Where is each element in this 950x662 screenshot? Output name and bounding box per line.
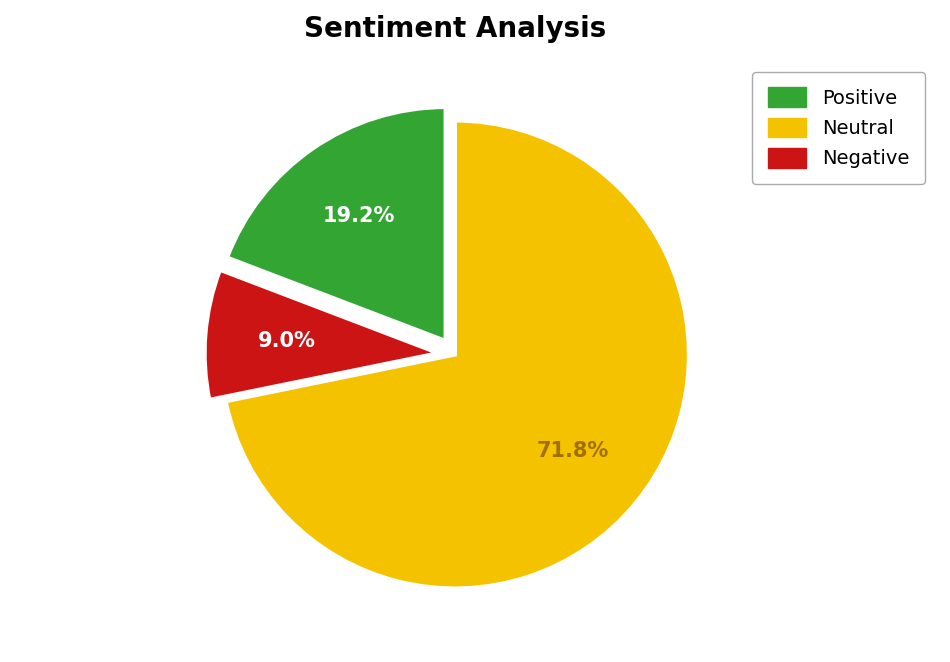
- Text: 71.8%: 71.8%: [537, 441, 609, 461]
- Wedge shape: [227, 107, 446, 341]
- Legend: Positive, Neutral, Negative: Positive, Neutral, Negative: [752, 71, 925, 184]
- Wedge shape: [226, 120, 689, 589]
- Title: Sentiment Analysis: Sentiment Analysis: [304, 15, 606, 43]
- Wedge shape: [204, 269, 439, 400]
- Text: 19.2%: 19.2%: [323, 206, 395, 226]
- Text: 9.0%: 9.0%: [258, 331, 316, 351]
